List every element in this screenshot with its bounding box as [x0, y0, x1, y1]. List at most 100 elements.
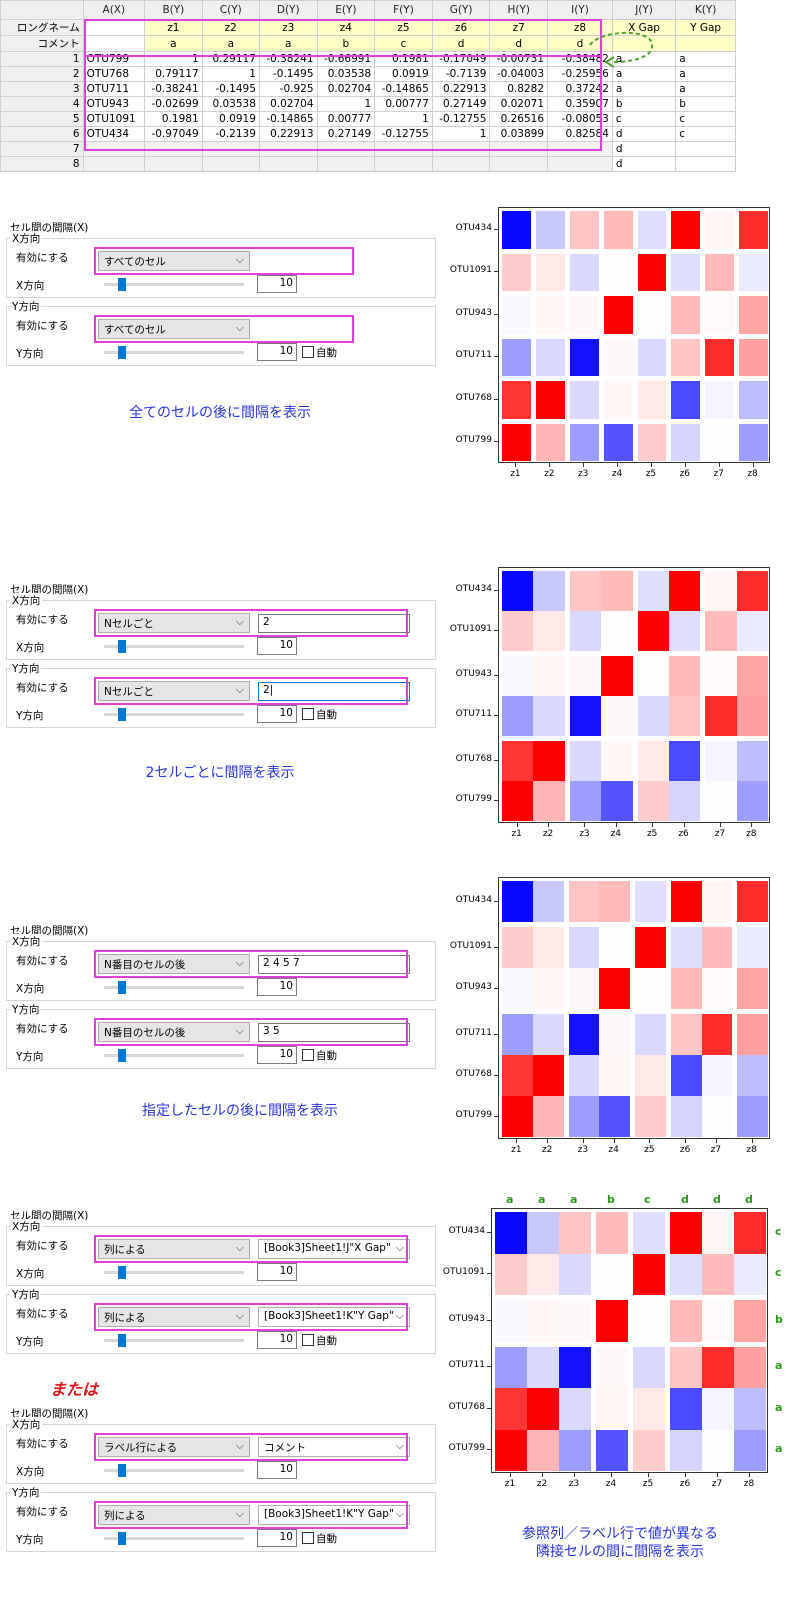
y-gap-slider[interactable]	[118, 1334, 126, 1347]
data-cell[interactable]	[431, 156, 491, 172]
x-gap-extra-input[interactable]: 2 4 5 7	[258, 955, 410, 974]
row-number[interactable]: 3	[0, 81, 84, 97]
comment-cell[interactable]: b	[316, 35, 376, 52]
data-cell[interactable]	[144, 141, 203, 157]
longname-cell[interactable]	[82, 19, 146, 36]
checkbox-icon[interactable]	[302, 1532, 314, 1544]
data-cell[interactable]: -0.08053	[547, 111, 613, 127]
column-header[interactable]: A(X)	[82, 0, 146, 20]
y-gap-slider[interactable]	[118, 1532, 126, 1545]
heatmap-plot[interactable]	[498, 567, 770, 823]
row-number[interactable]: 1	[0, 51, 84, 67]
data-cell[interactable]: -0.925	[258, 81, 318, 97]
y-gap-slider-track[interactable]	[104, 1339, 244, 1342]
data-cell[interactable]: c	[611, 111, 677, 127]
longname-cell[interactable]: z1	[144, 19, 203, 36]
column-header[interactable]: C(Y)	[201, 0, 260, 20]
data-cell[interactable]: a	[675, 81, 736, 97]
y-gap-extra-input[interactable]: [Book3]Sheet1!K"Y Gap" ⌵	[258, 1307, 410, 1327]
data-cell[interactable]: -0.00731	[489, 51, 549, 67]
data-cell[interactable]: -0.14865	[258, 111, 318, 127]
data-cell[interactable]: OTU768	[82, 66, 146, 82]
y-gap-mode-select[interactable]: すべてのセル ⌵	[98, 319, 250, 339]
data-cell[interactable]: -0.25956	[547, 66, 613, 82]
longname-cell[interactable]: z3	[258, 19, 318, 36]
x-gap-value[interactable]: 10	[257, 1461, 297, 1479]
row-number[interactable]: 7	[0, 141, 84, 157]
data-cell[interactable]: b	[675, 96, 736, 112]
data-cell[interactable]: 0.03538	[201, 96, 260, 112]
data-cell[interactable]: 1	[201, 66, 260, 82]
data-cell[interactable]: c	[675, 126, 736, 142]
data-cell[interactable]: 0.22913	[431, 81, 491, 97]
data-cell[interactable]: 0.1981	[144, 111, 203, 127]
data-cell[interactable]	[489, 141, 549, 157]
y-gap-value[interactable]: 10	[257, 1331, 297, 1349]
x-gap-extra-input[interactable]: コメント ⌵	[258, 1437, 410, 1457]
data-cell[interactable]: OTU799	[82, 51, 146, 67]
column-header[interactable]: E(Y)	[316, 0, 376, 20]
data-cell[interactable]: 0.0919	[374, 66, 433, 82]
data-cell[interactable]: a	[675, 66, 736, 82]
y-gap-slider[interactable]	[118, 1049, 126, 1062]
comment-cell[interactable]: a	[258, 35, 318, 52]
checkbox-icon[interactable]	[302, 1334, 314, 1346]
y-gap-value[interactable]: 10	[257, 343, 297, 361]
data-cell[interactable]: -0.02699	[144, 96, 203, 112]
x-gap-mode-select[interactable]: ラベル行による ⌵	[98, 1437, 250, 1457]
data-cell[interactable]: -0.38241	[258, 51, 318, 67]
row-number[interactable]: 6	[0, 126, 84, 142]
data-cell[interactable]: d	[611, 156, 677, 172]
checkbox-icon[interactable]	[302, 1049, 314, 1061]
x-gap-mode-select[interactable]: すべてのセル ⌵	[98, 251, 250, 271]
data-cell[interactable]: 0.02704	[316, 81, 376, 97]
data-cell[interactable]: 0.29117	[201, 51, 260, 67]
data-cell[interactable]: b	[611, 96, 677, 112]
data-cell[interactable]: -0.12755	[431, 111, 491, 127]
x-gap-mode-select[interactable]: 列による ⌵	[98, 1239, 250, 1259]
longname-cell[interactable]: z2	[201, 19, 260, 36]
data-cell[interactable]: 0.26516	[489, 111, 549, 127]
y-gap-value[interactable]: 10	[257, 1529, 297, 1547]
data-cell[interactable]: 0.37242	[547, 81, 613, 97]
data-cell[interactable]: 0.00777	[374, 96, 433, 112]
data-cell[interactable]	[374, 156, 433, 172]
checkbox-icon[interactable]	[302, 346, 314, 358]
data-cell[interactable]: OTU1091	[82, 111, 146, 127]
x-gap-slider-track[interactable]	[104, 1469, 244, 1472]
data-cell[interactable]: OTU943	[82, 96, 146, 112]
column-header[interactable]: F(Y)	[374, 0, 433, 20]
x-gap-slider[interactable]	[118, 1266, 126, 1279]
x-gap-slider-track[interactable]	[104, 645, 244, 648]
y-gap-slider[interactable]	[118, 708, 126, 721]
data-cell[interactable]: -0.2139	[201, 126, 260, 142]
row-number[interactable]: 8	[0, 156, 84, 172]
auto-checkbox[interactable]: 自動	[302, 345, 337, 360]
data-cell[interactable]	[547, 141, 613, 157]
x-gap-value[interactable]: 10	[257, 275, 297, 293]
y-gap-extra-input[interactable]: 2|	[258, 682, 410, 701]
data-cell[interactable]: 0.35907	[547, 96, 613, 112]
data-cell[interactable]: 0.0919	[201, 111, 260, 127]
data-cell[interactable]: -0.97049	[144, 126, 203, 142]
x-gap-mode-select[interactable]: N番目のセルの後 ⌵	[98, 954, 250, 974]
x-gap-mode-select[interactable]: Nセルごと ⌵	[98, 613, 250, 633]
y-gap-slider-track[interactable]	[104, 1054, 244, 1057]
longname-cell[interactable]: X Gap	[611, 19, 677, 36]
data-cell[interactable]: -0.1495	[258, 66, 318, 82]
comment-cell[interactable]: a	[144, 35, 203, 52]
data-cell[interactable]: 0.82584	[547, 126, 613, 142]
x-gap-value[interactable]: 10	[257, 1263, 297, 1281]
y-gap-mode-select[interactable]: Nセルごと ⌵	[98, 681, 250, 701]
auto-checkbox[interactable]: 自動	[302, 1048, 337, 1063]
column-header[interactable]: H(Y)	[489, 0, 549, 20]
data-cell[interactable]: -0.38241	[144, 81, 203, 97]
y-gap-extra-input[interactable]: 3 5	[258, 1023, 410, 1042]
data-cell[interactable]: 1	[431, 126, 491, 142]
y-gap-slider-track[interactable]	[104, 1537, 244, 1540]
row-number[interactable]: 2	[0, 66, 84, 82]
data-cell[interactable]: -0.14865	[374, 81, 433, 97]
data-cell[interactable]	[675, 141, 736, 157]
data-cell[interactable]: -0.1495	[201, 81, 260, 97]
comment-cell[interactable]	[675, 35, 736, 52]
